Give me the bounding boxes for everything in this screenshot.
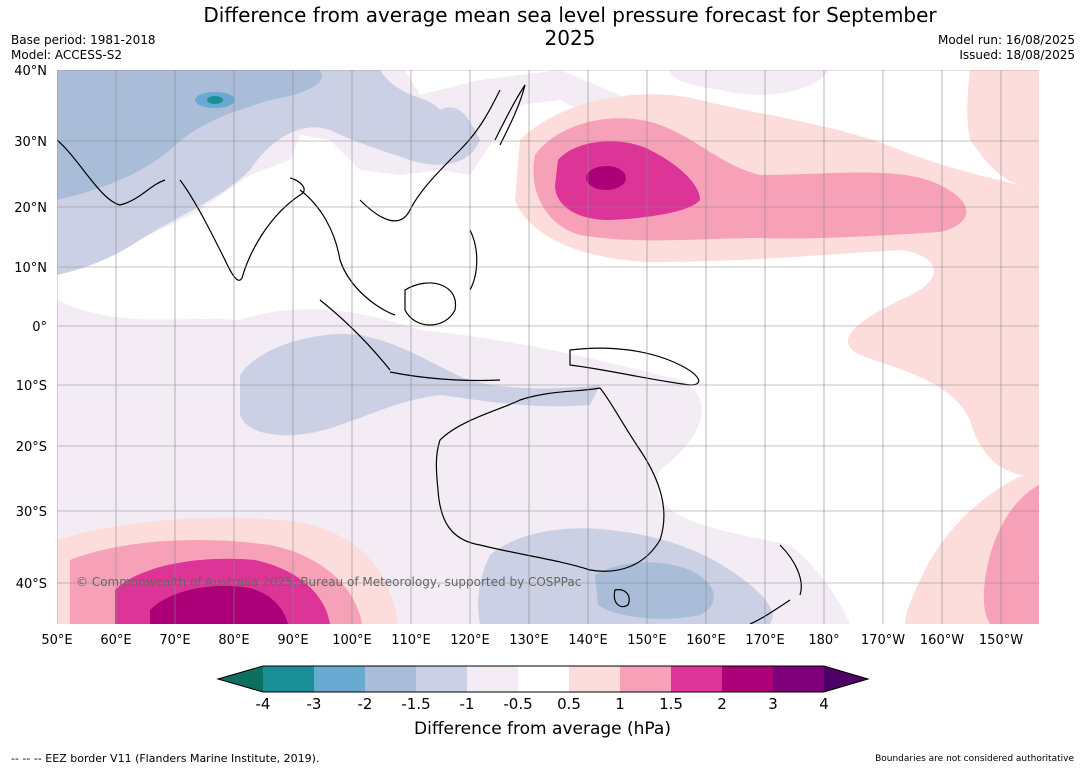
lat-label: 20°S	[16, 440, 47, 455]
colorbar-cell	[365, 666, 416, 692]
anomaly-band-minus-1.5	[57, 70, 322, 200]
lat-labels: 40°N 30°N 20°N 10°N 0° 10°S 20°S 30°S 40…	[14, 64, 47, 592]
boundaries-disclaimer: Boundaries are not considered authoritat…	[875, 754, 1074, 764]
colorbar-cell	[263, 666, 314, 692]
lon-label: 170°W	[861, 633, 905, 648]
colorbar-tick-label: 1.5	[659, 695, 683, 713]
lon-label: 150°E	[627, 633, 667, 648]
anomaly-band-plus-2	[586, 166, 626, 190]
colorbar-title: Difference from average (hPa)	[414, 719, 671, 739]
issued-date: Issued: 18/08/2025	[959, 48, 1075, 62]
lon-label: 160°E	[686, 633, 726, 648]
meta-right: Model run: 16/08/2025 Issued: 18/08/2025	[938, 33, 1075, 63]
java-coast	[389, 371, 501, 382]
colorbar-cell	[569, 666, 620, 692]
lon-label: 70°E	[159, 633, 190, 648]
colorbar-cell	[722, 666, 773, 692]
lon-label: 180°	[808, 633, 839, 648]
anomaly-band-minus-3	[207, 96, 223, 104]
eez-footnote: -- -- -- EEZ border V11 (Flanders Marine…	[11, 752, 320, 765]
colorbar-tick-label: -1	[460, 695, 475, 713]
se-asia-coast	[299, 89, 501, 316]
lon-label: 160°W	[920, 633, 964, 648]
lon-label: 50°E	[41, 633, 72, 648]
lon-label: 100°E	[332, 633, 372, 648]
anomaly-band-minus-1.5	[595, 562, 714, 619]
lat-label: 30°N	[14, 135, 47, 150]
sumatra-coast	[319, 299, 391, 371]
base-period: Base period: 1981-2018	[11, 33, 156, 47]
anomaly-band-plus-1	[983, 485, 1039, 624]
colorbar-tick-label: -3	[307, 695, 322, 713]
colorbar-cell	[218, 666, 263, 692]
colorbar-tick-label: -2	[358, 695, 373, 713]
model-run: Model run: 16/08/2025	[937, 33, 1075, 47]
japan-coast	[494, 84, 526, 146]
lon-labels: 50°E 60°E 70°E 80°E 90°E 100°E 110°E 120…	[41, 633, 1023, 648]
colorbar-outline	[216, 665, 870, 693]
lat-label: 10°S	[16, 379, 47, 394]
borneo-coast	[404, 282, 457, 326]
map-title: Difference from average mean sea level p…	[203, 3, 937, 50]
anomaly-band-plus-0.5	[967, 70, 1039, 190]
meta-left: Base period: 1981-2018 Model: ACCESS-S2	[11, 33, 156, 63]
colorbar	[216, 665, 870, 693]
anomaly-band-plus-1.5	[555, 141, 700, 220]
australia-coast	[435, 387, 665, 572]
colorbar-cell	[620, 666, 671, 692]
lat-label: 30°S	[16, 505, 47, 520]
colorbar-tick-label: 1	[615, 695, 625, 713]
lat-label: 20°N	[14, 201, 47, 216]
anomaly-band-minus-0.5	[670, 70, 830, 95]
philippines-coast	[469, 229, 478, 291]
lon-label: 130°E	[509, 633, 549, 648]
lon-label: 150°W	[979, 633, 1023, 648]
coastlines	[57, 84, 802, 624]
india-coast	[179, 177, 305, 281]
new-zealand-coast	[749, 544, 802, 624]
anomaly-band-plus-2	[150, 586, 288, 624]
map-plot-area	[57, 70, 1039, 624]
lat-label: 10°N	[14, 261, 47, 276]
colorbar-tick-label: -4	[256, 695, 271, 713]
colorbar-tick-label: 0.5	[557, 695, 581, 713]
lat-label: 40°S	[16, 577, 47, 592]
lon-label: 110°E	[391, 633, 431, 648]
colorbar-cell	[416, 666, 467, 692]
lat-label: 0°	[32, 320, 47, 335]
lon-label: 170°E	[745, 633, 785, 648]
colorbar-tick-label: -1.5	[401, 695, 430, 713]
lon-label: 90°E	[277, 633, 308, 648]
colorbar-tick-label: -0.5	[503, 695, 532, 713]
colorbar-tick-label: 2	[717, 695, 727, 713]
lon-label: 80°E	[218, 633, 249, 648]
colorbar-cell	[314, 666, 365, 692]
colorbar-cell	[671, 666, 722, 692]
colorbar-ticks: -4 -3 -2 -1.5 -1 -0.5 0.5 1 1.5 2 3 4	[256, 695, 829, 713]
colorbar-cell	[467, 666, 518, 692]
colorbar-cell	[518, 666, 569, 692]
colorbar-cell	[773, 666, 824, 692]
lon-label: 120°E	[450, 633, 490, 648]
colorbar-tick-label: 3	[768, 695, 778, 713]
arabia-coast	[57, 139, 166, 206]
lat-label: 40°N	[14, 64, 47, 79]
lon-label: 140°E	[568, 633, 608, 648]
anomaly-band-minus-1	[240, 334, 600, 436]
copyright-notice: © Commonwealth of Australia 2025, Bureau…	[76, 575, 582, 589]
colorbar-cell	[824, 666, 868, 692]
model-name: Model: ACCESS-S2	[11, 48, 123, 62]
graticule	[57, 70, 1039, 624]
lon-label: 60°E	[100, 633, 131, 648]
colorbar-tick-label: 4	[819, 695, 829, 713]
tasmania-coast	[613, 589, 630, 608]
new-guinea-coast	[569, 347, 700, 386]
